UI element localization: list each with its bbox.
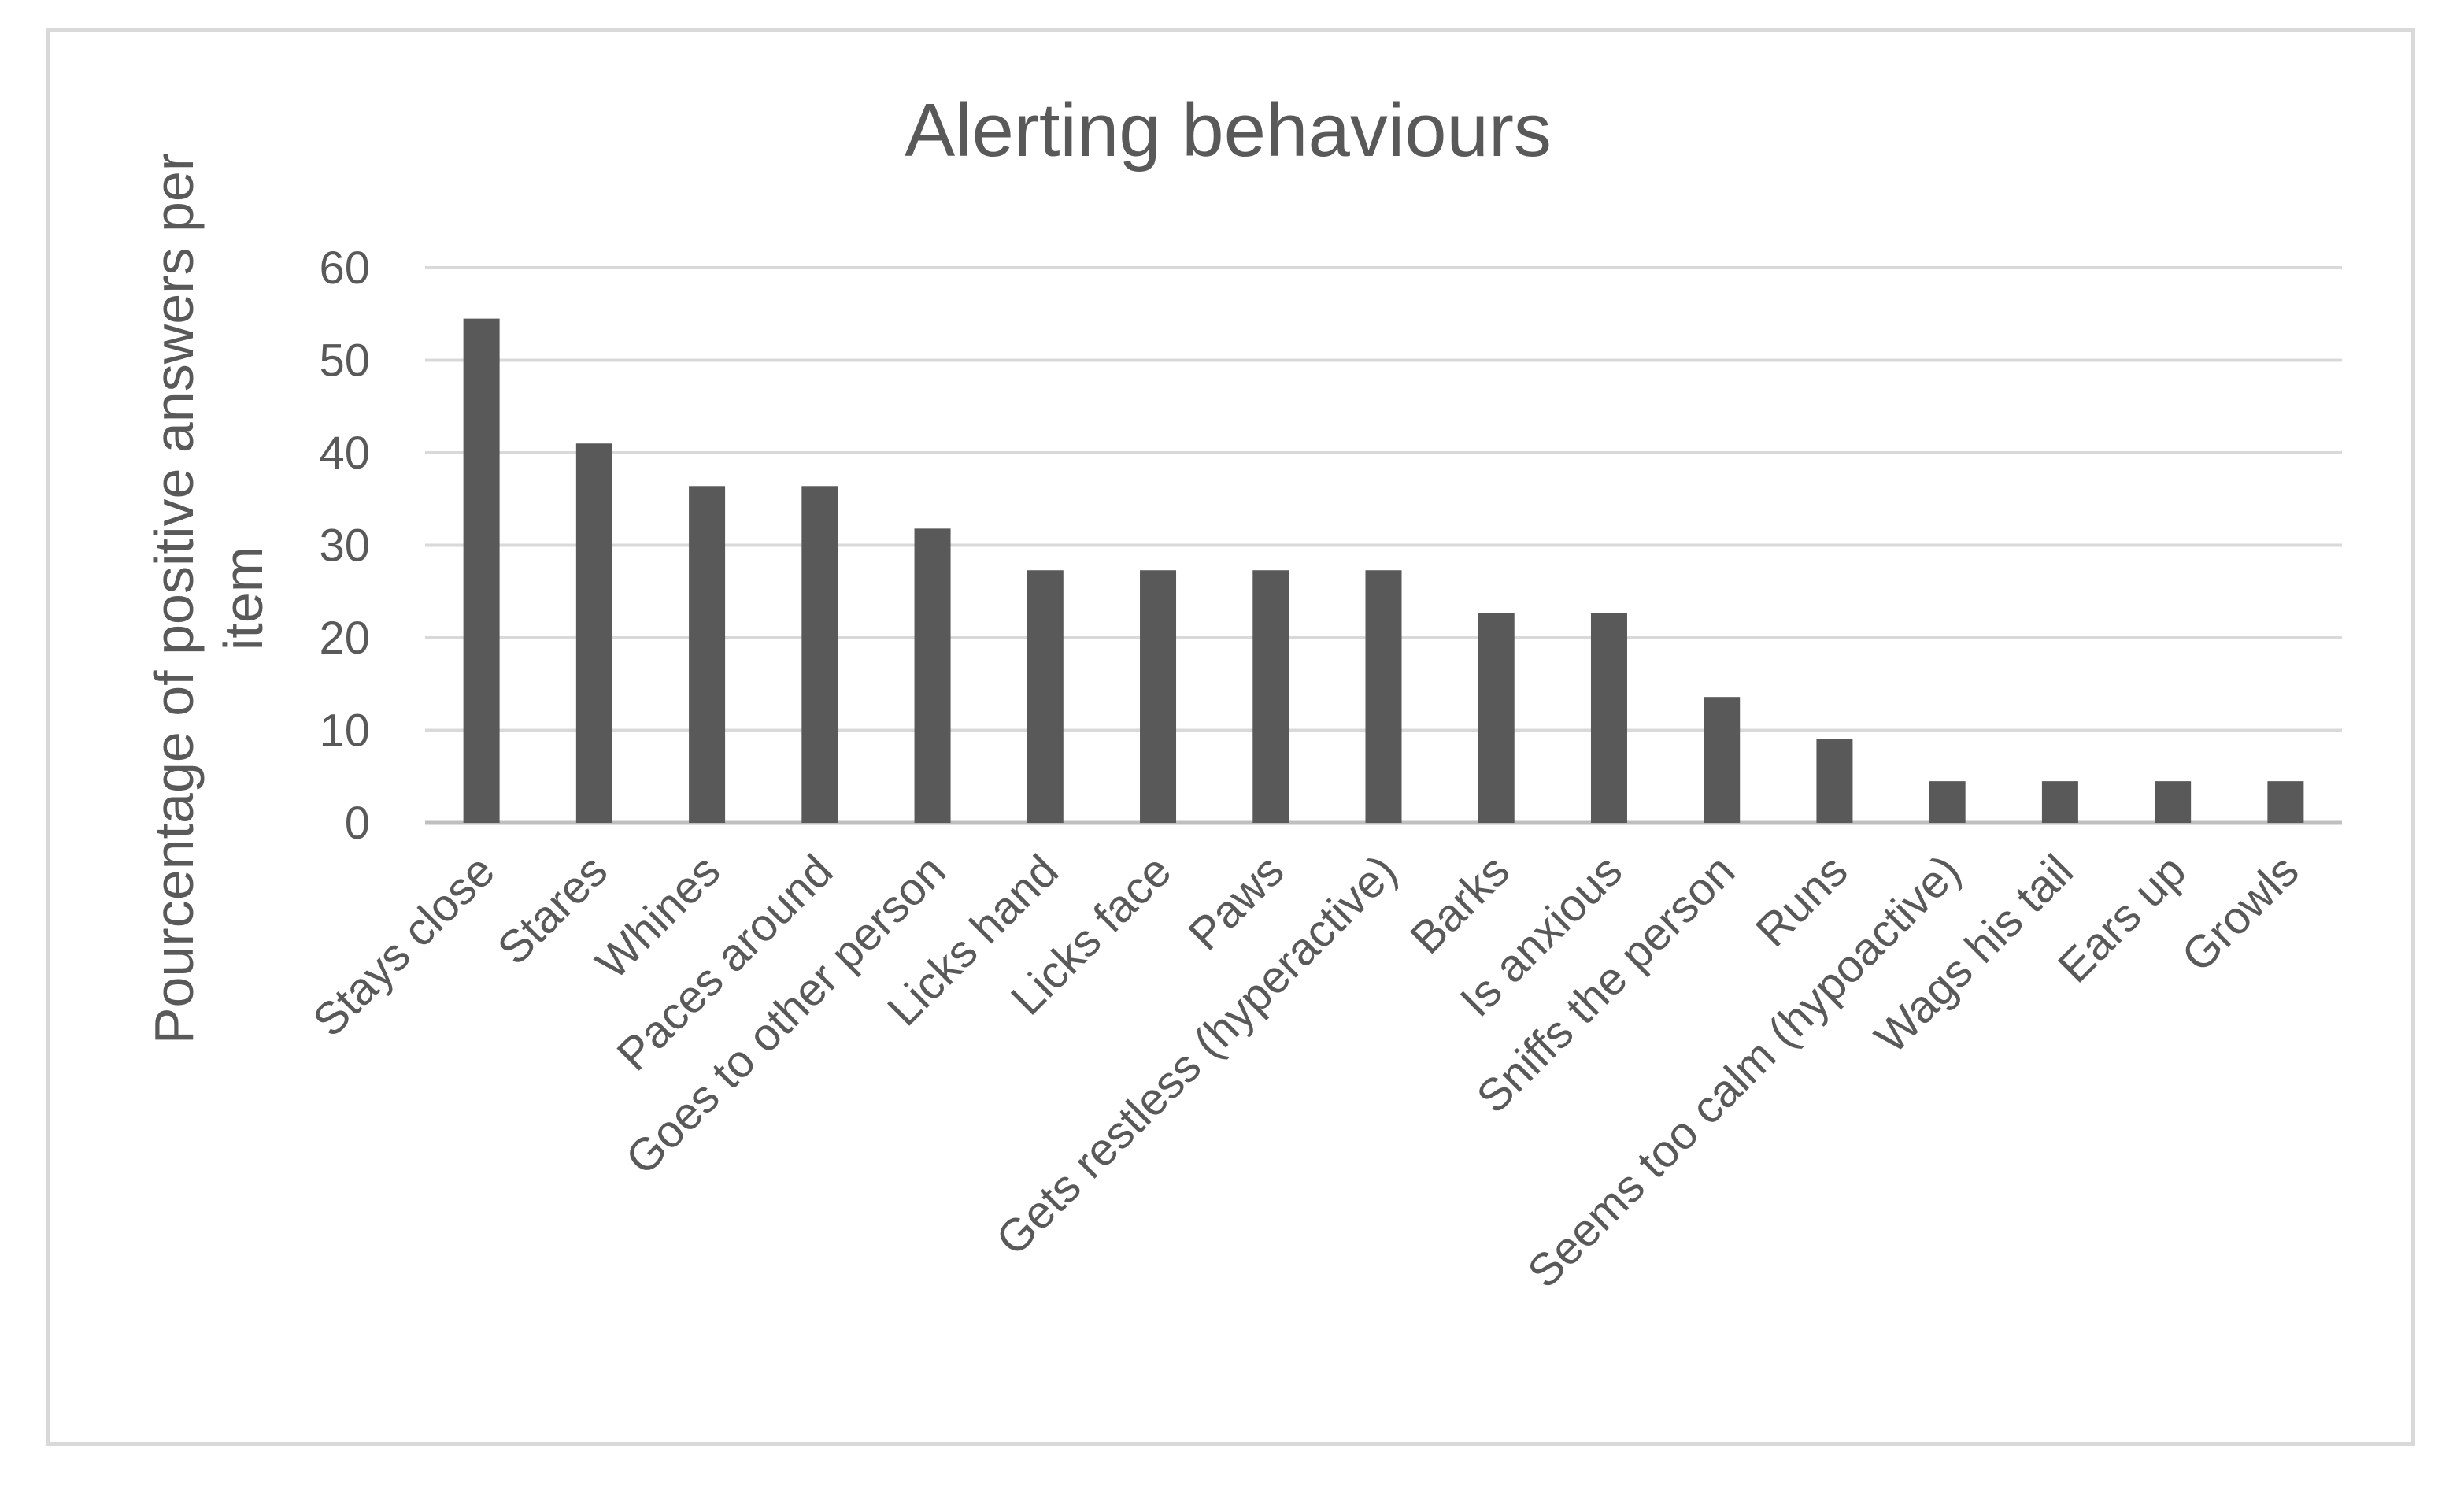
y-tick-label: 50 bbox=[319, 335, 370, 387]
y-axis-title-line-2: item bbox=[213, 546, 274, 650]
x-tick-label: Stays close bbox=[303, 845, 505, 1046]
bar bbox=[1140, 570, 1177, 823]
y-tick-label: 0 bbox=[345, 798, 370, 849]
y-tick-label: 20 bbox=[319, 613, 370, 664]
y-tick-label: 30 bbox=[319, 520, 370, 572]
gridlines bbox=[425, 266, 2342, 825]
bar bbox=[1365, 570, 1402, 823]
x-tick-label: Growls bbox=[2172, 845, 2309, 982]
chart-title: Alerting behaviours bbox=[905, 88, 1552, 172]
bar bbox=[1027, 570, 1064, 823]
y-axis-title: Pourcentage of positive answers per item bbox=[143, 153, 274, 1044]
x-tick-label: Ears up bbox=[2048, 845, 2196, 992]
bar bbox=[575, 443, 612, 823]
bar bbox=[801, 486, 838, 823]
bar bbox=[1816, 739, 1853, 823]
bar bbox=[1590, 613, 1627, 823]
bar bbox=[914, 528, 951, 823]
bars bbox=[463, 318, 2304, 823]
bar bbox=[1929, 781, 1966, 823]
bar bbox=[1478, 613, 1515, 823]
bar bbox=[2155, 781, 2192, 823]
bar bbox=[1704, 697, 1741, 823]
bar bbox=[689, 486, 726, 823]
y-tick-label: 40 bbox=[319, 428, 370, 479]
chart-frame bbox=[46, 28, 2415, 1446]
bar bbox=[2041, 781, 2078, 823]
y-axis-title-line-1: Pourcentage of positive answers per bbox=[143, 153, 205, 1044]
bar bbox=[463, 318, 500, 823]
y-tick-label: 60 bbox=[319, 243, 370, 294]
y-tick-label: 10 bbox=[319, 706, 370, 757]
bar bbox=[1252, 570, 1289, 823]
y-axis-ticks: 0 10 20 30 40 50 60 bbox=[319, 243, 370, 849]
bar bbox=[2267, 781, 2304, 823]
